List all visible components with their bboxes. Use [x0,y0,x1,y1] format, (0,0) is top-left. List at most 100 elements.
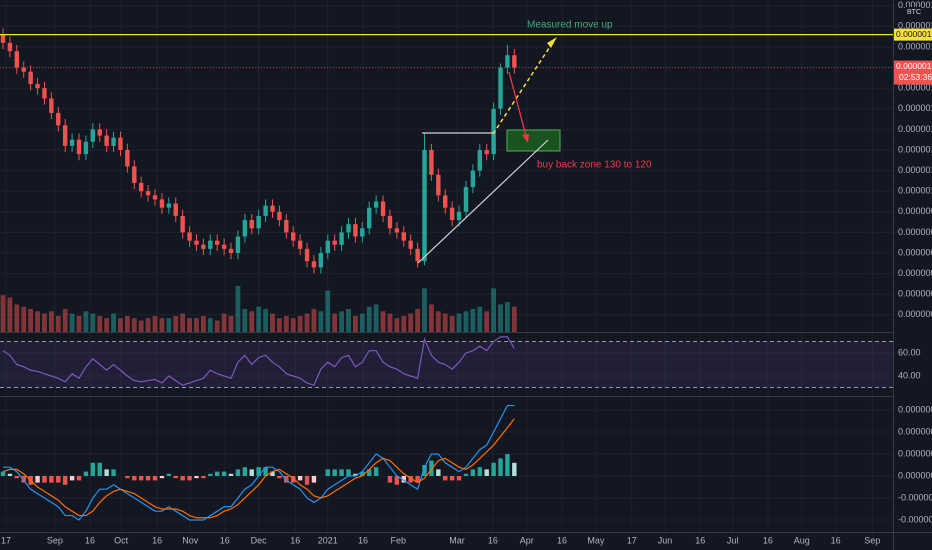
candle-layer [0,28,517,274]
volume-bar [422,288,427,332]
drawings: Measured move up buy back zone 130 to 12… [0,20,893,264]
volume-bar [511,306,517,332]
volume-bar [498,304,503,332]
volume-bar [387,313,393,332]
histogram-bar [173,475,178,479]
candle-body [201,244,206,249]
candle-body [180,215,185,233]
candle-body [28,71,33,85]
volume-bar [242,309,248,332]
candle-body [353,224,358,237]
histogram-bar [339,469,344,476]
histogram-bar [498,458,503,476]
candle-body [304,248,310,262]
y-tick-label: 0.00000000 [898,470,932,480]
candle-body [90,129,96,142]
volume-bar [339,311,344,332]
histogram-bar [367,469,372,476]
volume-bar [394,318,400,332]
volume-bar [187,318,192,332]
macd-line [2,404,515,521]
candle-body [512,55,517,68]
volume-bar [346,309,351,332]
rsi-band-fill [0,341,893,388]
histogram-bar [443,475,448,481]
y-tick-label: 0.00000120 [898,144,932,154]
x-tick-label: 16 [85,535,95,545]
measured-move-arrow [492,41,554,135]
y-tick-label: 0.00000070 [898,247,932,257]
candle-body [118,137,123,150]
y-tick-label: 0.00000050 [898,289,932,299]
grid [0,0,893,532]
x-tick-label: Feb [390,535,406,545]
candle-body [76,139,82,155]
indicator-layer [0,336,517,521]
candle-body [387,215,393,229]
histogram-bar [270,471,275,476]
volume-bar [283,315,289,332]
histogram-bar [145,475,151,481]
volume-bar [270,313,275,332]
histogram-bar [215,471,220,476]
x-tick-label: Apr [520,535,534,545]
histogram-bar [187,475,192,481]
volume-bar [83,311,89,332]
histogram-bar [42,475,47,483]
volume-bar [166,318,172,332]
candle-body [456,211,462,221]
histogram-bar [62,475,68,485]
volume-bar [332,313,338,332]
candle-body [394,228,400,233]
volume-bar [194,318,199,332]
histogram-bar [228,473,234,476]
volume-bar [359,313,365,332]
resistance-tag-label: 0.00000176 [896,29,932,39]
histogram-bar [132,475,137,481]
y-tick-label: 0.00000180 [898,21,932,31]
histogram-bar [242,467,248,476]
candle-body [484,149,489,155]
volume-bar [145,318,151,332]
y-tick-label: 0.00000080 [898,227,932,237]
y-tick-label: 0.00000170 [898,41,932,51]
candle-body [346,224,351,233]
candle-body [14,51,20,68]
volume-bar [152,315,158,332]
candle-body [242,220,248,237]
histogram-bar [83,471,89,476]
histogram-bar [291,475,296,483]
candle-body [332,240,337,245]
histogram-bar [201,475,206,479]
histogram-bar [470,469,476,476]
histogram-bar [449,475,455,481]
volume-bar [0,295,6,332]
x-tick-label: Jun [658,535,673,545]
volume-bar [353,315,358,332]
candle-body [97,129,102,136]
candle-body [380,201,386,216]
candle-body [138,182,144,192]
currency-label: BTC [907,9,921,16]
y-tick-label: 0.00000140 [898,103,932,113]
volume-bar [14,304,20,332]
volume-bar [304,313,310,332]
volume-bar [235,286,241,332]
volume-bar [69,313,75,332]
volume-bar [311,309,317,332]
candle-body [498,67,503,109]
x-tick-label: Oct [114,535,129,545]
candle-body [7,42,13,52]
y-tick-label: 60.00 [898,347,921,357]
volume-bar [297,315,303,332]
candle-body [187,232,192,241]
candle-body [215,240,220,245]
histogram-bar [346,469,351,476]
candle-body [56,112,61,126]
annotation: buy back zone 130 to 120 [537,160,652,171]
x-tick-label: 16 [290,535,300,545]
x-tick-label: Aug [794,535,810,545]
volume-bar [290,318,296,332]
candle-body [263,205,268,216]
histogram-bar [21,475,26,483]
